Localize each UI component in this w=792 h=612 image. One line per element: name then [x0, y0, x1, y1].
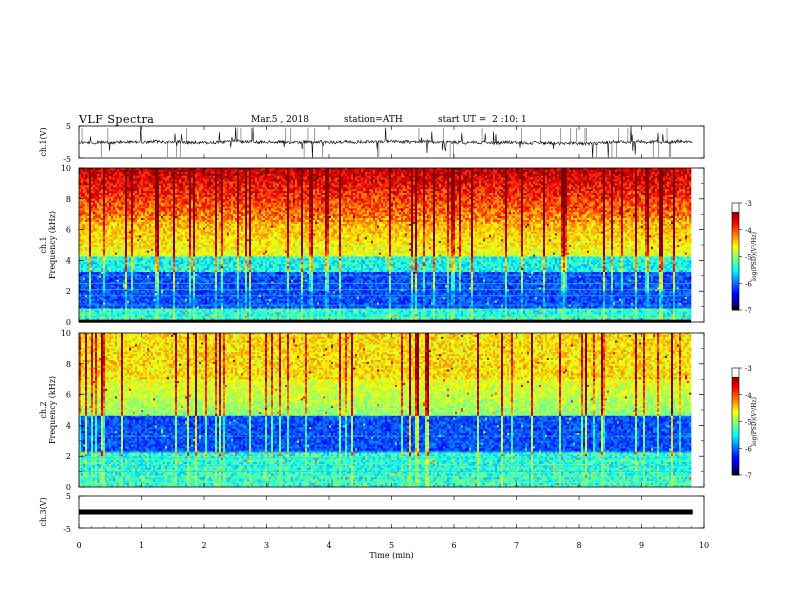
- x-tick-label: 4: [326, 541, 331, 550]
- colorbar-label: log(PSD)(V²/Hz): [751, 232, 758, 281]
- y-tick-label: 0: [66, 483, 71, 492]
- x-tick-label: 9: [639, 541, 644, 550]
- y-tick-label: 8: [66, 360, 71, 369]
- x-tick-label: 0: [76, 541, 81, 550]
- y-axis-label-frequency: Frequency (kHz): [48, 211, 57, 279]
- y-tick-label: 0: [66, 318, 71, 327]
- y-tick-label: 2: [66, 452, 71, 461]
- y-tick-label: -5: [63, 525, 71, 534]
- x-axis-label: Time (min): [369, 551, 413, 560]
- y-tick-label: 6: [66, 226, 71, 235]
- y-tick-label: 4: [66, 256, 71, 265]
- y-axis-label-channel: ch.1: [39, 236, 48, 253]
- x-tick-label: 10: [699, 541, 709, 550]
- colorbar-label: log(PSD)(V²/Hz): [751, 397, 758, 446]
- x-tick-label: 1: [139, 541, 144, 550]
- ch3-waveform-line: [79, 510, 693, 515]
- y-tick-label: 5: [66, 492, 71, 501]
- colorbar-tick-label: -7: [745, 472, 752, 480]
- ch1-waveform-line: [79, 126, 692, 157]
- colorbar-tick-label: -7: [745, 307, 752, 315]
- y-tick-label: 5: [66, 122, 71, 131]
- x-tick-label: 8: [576, 541, 581, 550]
- spectrogram-ch1-spectrogram: [79, 168, 691, 323]
- colorbar-tick-label: -3: [745, 365, 752, 373]
- y-tick-label: 8: [66, 195, 71, 204]
- y-axis-label-frequency: Frequency (kHz): [48, 376, 57, 444]
- y-tick-label: 4: [66, 421, 71, 430]
- y-axis-label: ch.1(V): [39, 127, 48, 156]
- y-tick-label: 6: [66, 391, 71, 400]
- x-tick-label: 5: [389, 541, 394, 550]
- x-tick-label: 2: [201, 541, 206, 550]
- x-tick-label: 3: [264, 541, 269, 550]
- colorbar-tick-label: -3: [745, 200, 752, 208]
- y-tick-label: 2: [66, 287, 71, 296]
- x-tick-label: 6: [451, 541, 456, 550]
- y-axis-label: ch.3(V): [39, 497, 48, 526]
- x-tick-label: 7: [514, 541, 519, 550]
- y-axis-label-channel: ch.2: [39, 401, 48, 418]
- spectrogram-ch2-spectrogram: [79, 333, 691, 487]
- y-tick-label: 10: [61, 329, 71, 338]
- y-tick-label: -5: [63, 155, 71, 164]
- y-tick-label: 10: [61, 164, 71, 173]
